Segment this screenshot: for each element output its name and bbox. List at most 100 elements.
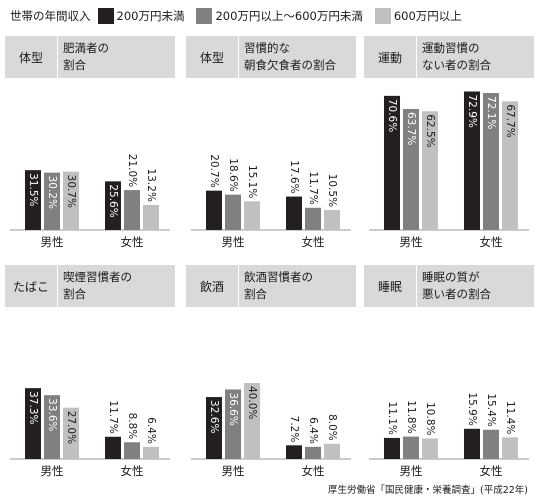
data-label: 33.6% [46, 398, 58, 431]
category-label: 男性 [222, 235, 245, 249]
bar-chart-breakfast: 20.7% 18.6% 15.1% 男性 17.6% 11.7% 10.5% 女性 [191, 154, 351, 249]
bar [305, 446, 321, 459]
bar [464, 91, 480, 231]
bar [25, 388, 41, 459]
bar [422, 438, 438, 459]
legend-swatch-high [374, 8, 391, 24]
bar-chart-drinking: 32.6% 36.6% 40.0% 男性 7.2% 6.4% 8.0% 女性 [191, 383, 351, 478]
data-label: 6.4% [145, 417, 157, 444]
data-label: 31.5% [27, 173, 39, 206]
data-label: 63.7% [405, 112, 417, 145]
data-label: 36.6% [227, 392, 239, 425]
data-label: 70.6% [386, 99, 398, 132]
panel-header: 体型 肥満者の 割合 [5, 36, 175, 78]
data-label: 18.6% [227, 158, 239, 191]
data-label: 30.7% [65, 175, 77, 208]
bar [63, 171, 79, 230]
data-label: 72.9% [466, 94, 478, 127]
category-label: 女性 [480, 464, 503, 478]
bar [124, 442, 140, 459]
data-label: 72.1% [485, 96, 497, 129]
category-label: 男性 [400, 464, 423, 478]
category-label: 女性 [121, 464, 144, 478]
panel-header: 睡眠 睡眠の質が 悪い者の割合 [364, 265, 534, 307]
data-label: 11.4% [504, 401, 516, 434]
panel-header: たばこ 喫煙習慣者の 割合 [5, 265, 175, 307]
bar [105, 436, 121, 459]
panel-breakfast: 体型 習慣的な 朝食欠食者の割合 20.7% 18.6% 15.1% 男性 17.6% 11… [186, 36, 356, 251]
panel-title: 喫煙習慣者の 割合 [63, 270, 132, 301]
panel-tag: 運動 [364, 36, 417, 78]
panel-header: 運動 運動習慣の ない者の割合 [364, 36, 534, 78]
bar [44, 395, 60, 459]
data-label: 17.6% [288, 160, 300, 193]
bar [422, 111, 438, 230]
bar [25, 170, 41, 230]
legend-label-low: 200万円未満 [116, 9, 185, 23]
panel-drinking: 飲酒 飲酒習慣者の 割合 32.6% 36.6% 40.0% 男性 7.2% 6.4% 8.0… [186, 265, 356, 480]
panel-header: 飲酒 飲酒習慣者の 割合 [186, 265, 356, 307]
bar [305, 207, 321, 230]
data-label: 37.3% [27, 391, 39, 424]
bar [324, 443, 340, 459]
data-label: 20.7% [208, 154, 220, 187]
panel-title: 肥満者の 割合 [63, 41, 109, 72]
legend-title: 世帯の年間収入 [10, 9, 91, 23]
bar [124, 190, 140, 230]
bar [105, 181, 121, 230]
panel-tag: 飲酒 [186, 265, 239, 307]
bar [244, 201, 260, 230]
bar [502, 437, 518, 459]
bar [483, 93, 499, 230]
data-label: 11.1% [386, 402, 398, 435]
panel-title: 運動習慣の ない者の割合 [422, 41, 491, 72]
panel-tag: 体型 [186, 36, 239, 78]
panel-tag: たばこ [5, 265, 58, 307]
panel-exercise: 運動 運動習慣の ない者の割合 70.6% 63.7% 62.5% 男性 72.9% 72.… [364, 36, 534, 251]
panel-tag: 睡眠 [364, 265, 417, 307]
data-label: 10.8% [424, 402, 436, 435]
data-label: 15.1% [246, 165, 258, 198]
panel-sleep: 睡眠 睡眠の質が 悪い者の割合 11.1% 11.8% 10.8% 男性 15.9% 15.… [364, 265, 534, 480]
bar [483, 429, 499, 459]
category-label: 男性 [41, 235, 64, 249]
bar [403, 436, 419, 459]
category-label: 女性 [480, 235, 503, 249]
category-label: 男性 [222, 464, 245, 478]
bar [225, 194, 241, 230]
category-label: 女性 [302, 464, 325, 478]
data-label: 13.2% [145, 169, 157, 202]
bar [206, 397, 222, 459]
data-label: 11.8% [405, 400, 417, 433]
data-label: 25.6% [107, 184, 119, 217]
bar-chart-exercise: 70.6% 63.7% 62.5% 男性 72.9% 72.1% 67.7% 女性 [369, 91, 529, 249]
data-label: 11.7% [307, 171, 319, 204]
data-label: 15.9% [466, 392, 478, 425]
category-label: 男性 [41, 464, 64, 478]
category-label: 女性 [302, 235, 325, 249]
category-label: 男性 [400, 235, 423, 249]
bar [225, 389, 241, 459]
bar [143, 204, 159, 230]
legend: 世帯の年間収入 200万円未満 200万円以上～600万円未満 600万円以上 [10, 7, 474, 25]
legend-swatch-low [97, 8, 114, 24]
bar [244, 383, 260, 459]
panel-smoking: たばこ 喫煙習慣者の 割合 37.3% 33.6% 27.0% 男性 11.7% 8.8% 6… [5, 265, 175, 480]
data-label: 67.7% [504, 104, 516, 137]
bar [143, 446, 159, 459]
panel-tag: 体型 [5, 36, 58, 78]
bar [324, 210, 340, 230]
data-label: 11.7% [107, 400, 119, 433]
data-label: 40.0% [246, 386, 258, 419]
bar [384, 437, 400, 459]
bar [206, 190, 222, 230]
legend-swatch-mid [196, 8, 213, 24]
bar [384, 95, 400, 230]
data-label: 8.8% [126, 413, 138, 440]
bar-chart-obesity: 31.5% 30.2% 30.7% 男性 25.6% 21.0% 13.2% 女性 [10, 154, 170, 249]
panel-title: 習慣的な 朝食欠食者の割合 [244, 41, 336, 72]
bar-chart-sleep: 11.1% 11.8% 10.8% 男性 15.9% 15.4% 11.4% 女性 [369, 392, 529, 478]
data-label: 10.5% [326, 174, 338, 207]
data-label: 62.5% [424, 114, 436, 147]
bar [63, 407, 79, 459]
